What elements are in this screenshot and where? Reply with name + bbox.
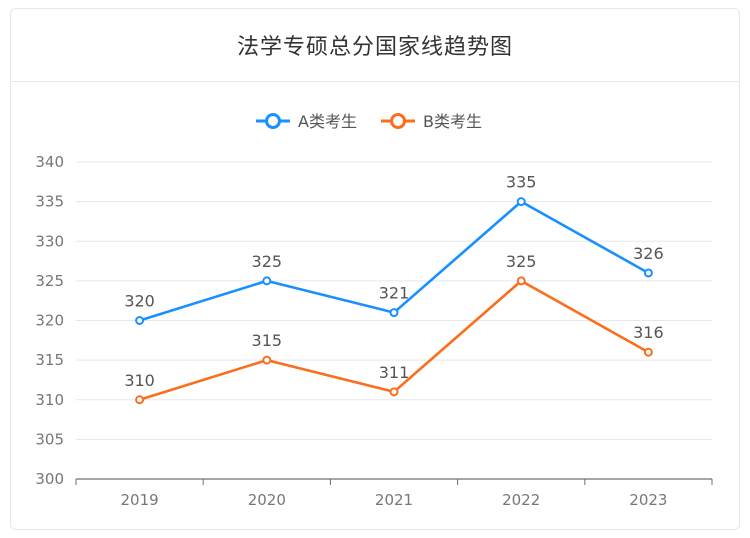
x-tick-label: 2022 <box>502 491 540 509</box>
y-tick-label: 325 <box>35 272 64 290</box>
x-axis: 2019 2020 2021 2022 2023 <box>75 478 713 509</box>
data-label: 326 <box>633 244 664 263</box>
series-group: 320 325 321 335 326 310 315 311 325 316 <box>124 173 664 405</box>
data-label: 325 <box>506 252 537 271</box>
x-tick-label: 2020 <box>248 491 286 509</box>
y-tick-label: 340 <box>35 153 64 171</box>
data-point[interactable] <box>516 276 526 286</box>
data-label: 335 <box>506 173 537 192</box>
data-label: 321 <box>379 284 410 303</box>
grid-lines <box>76 161 712 440</box>
y-axis: 300 305 310 315 320 325 330 335 340 <box>35 153 64 488</box>
card-header: 法学专硕总分国家线趋势图 <box>11 9 739 82</box>
data-point[interactable] <box>643 268 653 278</box>
legend-marker-icon <box>390 113 406 129</box>
data-label: 315 <box>252 331 283 350</box>
data-point[interactable] <box>643 347 653 357</box>
data-label: 311 <box>379 363 410 382</box>
data-point[interactable] <box>135 316 145 325</box>
y-tick-label: 310 <box>35 391 64 409</box>
legend-label: A类考生 <box>298 112 357 131</box>
legend-label: B类考生 <box>423 112 482 131</box>
data-label: 316 <box>633 323 664 342</box>
y-tick-label: 305 <box>35 430 64 448</box>
series-B类考生: 310 315 311 325 316 <box>124 252 664 405</box>
chart-card: 法学专硕总分国家线趋势图 <box>10 8 740 530</box>
y-tick-label: 315 <box>35 351 64 369</box>
y-tick-label: 320 <box>35 312 64 330</box>
data-point[interactable] <box>262 355 272 365</box>
legend-item[interactable]: A类考生 <box>256 112 357 131</box>
y-tick-label: 335 <box>35 193 64 211</box>
data-label: 325 <box>252 252 283 271</box>
legend-item[interactable]: B类考生 <box>381 112 482 131</box>
data-point[interactable] <box>516 197 526 207</box>
data-label: 320 <box>124 292 155 311</box>
series-line <box>139 200 650 322</box>
legend: A类考生 B类考生 <box>256 112 482 131</box>
y-tick-label: 300 <box>35 470 64 488</box>
y-tick-label: 330 <box>35 232 64 250</box>
data-point[interactable] <box>389 387 399 397</box>
chart-title: 法学专硕总分国家线趋势图 <box>236 35 513 60</box>
data-point[interactable] <box>262 276 272 286</box>
x-tick-label: 2023 <box>629 491 667 509</box>
x-tick-label: 2021 <box>375 491 413 509</box>
data-point[interactable] <box>389 308 399 318</box>
legend-marker-icon <box>265 113 281 129</box>
series-A类考生: 320 325 321 335 326 <box>124 173 664 325</box>
data-label: 310 <box>124 371 155 390</box>
data-point[interactable] <box>135 395 145 405</box>
x-tick-label: 2019 <box>121 491 159 509</box>
